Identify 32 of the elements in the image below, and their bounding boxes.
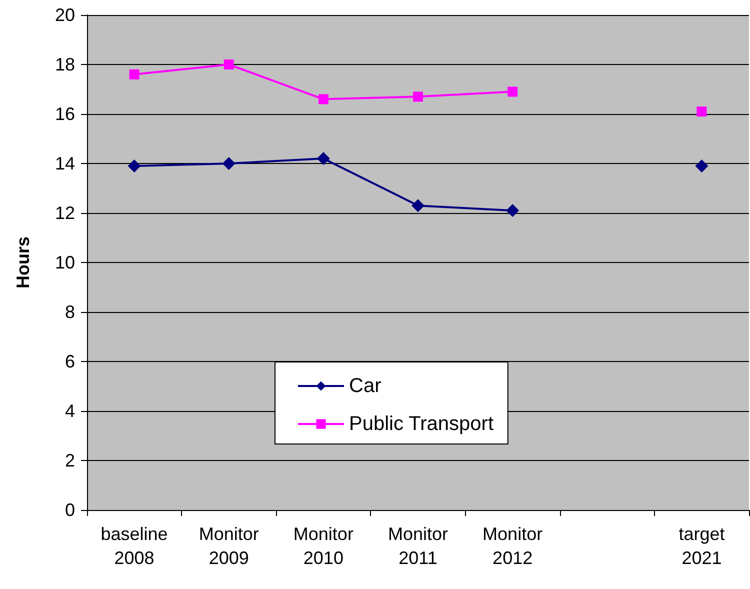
y-tick-label: 16: [54, 104, 75, 124]
point: [508, 86, 518, 97]
x-tick-label: Monitor 2010: [293, 524, 354, 568]
point: [129, 69, 140, 80]
point: [128, 159, 141, 172]
legend-label: Car: [349, 375, 382, 397]
legend-label: Public Transport: [349, 413, 494, 435]
point: [318, 94, 328, 104]
point: [222, 157, 236, 170]
x-tick-label: Monitor 2012: [482, 524, 543, 568]
y-tick-label: 20: [54, 5, 75, 25]
x-tick-label: baseline 2008: [100, 524, 168, 568]
y-axis-title: Hours: [13, 236, 33, 289]
y-tick-label: 4: [64, 401, 75, 421]
point: [413, 92, 423, 102]
point: [696, 106, 707, 117]
point: [224, 60, 234, 70]
x-tick-label: Monitor 2009: [198, 524, 259, 568]
y-tick-label: 2: [64, 450, 75, 470]
y-tick-label: 0: [64, 500, 75, 520]
point: [695, 159, 708, 172]
y-tick-label: 12: [54, 203, 75, 223]
point: [412, 199, 424, 212]
x-tick-label: Monitor 2011: [388, 524, 448, 568]
y-tick-label: 8: [64, 302, 75, 322]
point: [506, 204, 520, 218]
y-tick-label: 18: [54, 54, 75, 74]
point: [316, 152, 330, 166]
y-tick-label: 10: [54, 252, 75, 272]
y-tick-label: 14: [54, 154, 75, 174]
x-tick-label: target 2021: [678, 524, 725, 568]
y-tick-label: 6: [64, 352, 75, 372]
